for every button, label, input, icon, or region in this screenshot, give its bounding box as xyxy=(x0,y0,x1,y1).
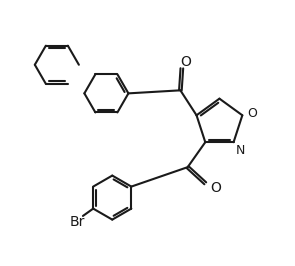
Text: O: O xyxy=(180,55,191,69)
Text: N: N xyxy=(235,144,245,157)
Text: O: O xyxy=(210,181,221,195)
Text: O: O xyxy=(247,107,257,120)
Text: Br: Br xyxy=(69,215,85,229)
